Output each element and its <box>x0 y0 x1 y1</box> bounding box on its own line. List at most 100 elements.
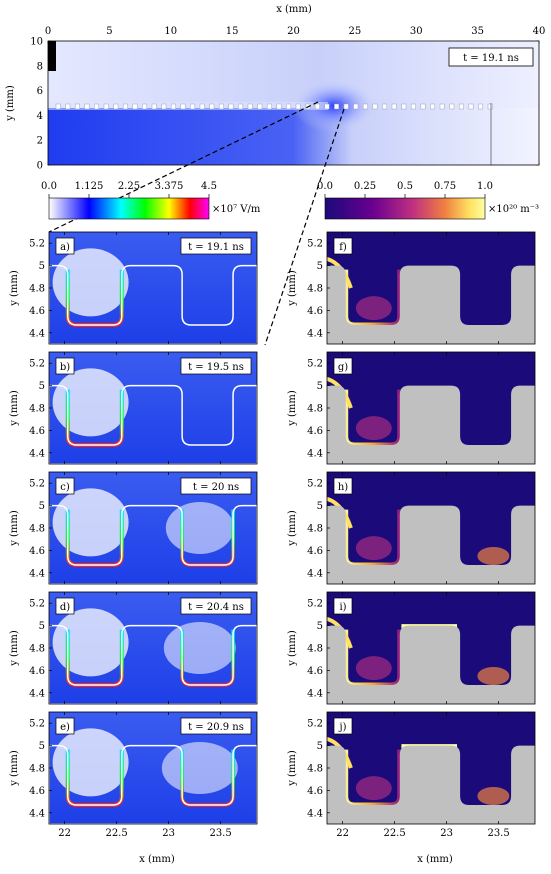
panel-y-tick-label: 5 <box>317 621 323 632</box>
density-panel: 4.4 4.6 4.8 5 5.2 y (mm) f) <box>287 231 536 345</box>
panel-x-tick-label: 23 <box>440 828 453 839</box>
colorbar-tick-label: 0.5 <box>397 181 413 192</box>
overview-groove <box>449 103 455 110</box>
panel-y-tick-label: 5 <box>317 501 323 512</box>
panel-label: b) <box>60 362 70 373</box>
overview-groove <box>410 103 416 110</box>
overview-x-tick-label: 10 <box>164 26 177 37</box>
overview-groove <box>142 103 148 110</box>
panel-y-tick-label: 4.6 <box>29 426 45 437</box>
overview-groove <box>151 103 157 110</box>
overview-y-tick-label: 4 <box>37 111 43 122</box>
colorbar-tick-label: 3.375 <box>155 181 184 192</box>
overview-groove <box>132 103 138 110</box>
panel-y-tick-label: 4.8 <box>29 404 45 415</box>
overview-x-tick-label: 5 <box>106 26 112 37</box>
panel-y-tick-label: 4.4 <box>307 328 323 339</box>
overview-groove <box>218 103 224 110</box>
overview-time-label: t = 19.1 ns <box>463 53 519 64</box>
plasma-cloud <box>477 547 510 565</box>
overview-groove <box>113 103 119 110</box>
panel-y-axis-label: y (mm) <box>287 510 298 547</box>
plasma-cloud <box>355 776 392 801</box>
panel-x-tick-label: 22.5 <box>105 828 127 839</box>
panel-label-box <box>55 597 75 615</box>
panel-label: f) <box>339 242 347 253</box>
panel-label: h) <box>338 482 348 493</box>
panel-y-axis-label: y (mm) <box>9 510 20 547</box>
density-colorbar-unit: ×10²⁰ m⁻³ <box>488 204 539 215</box>
panel-y-tick-label: 5.2 <box>29 359 45 370</box>
panel-y-tick-label: 5.2 <box>307 719 323 730</box>
overview-groove <box>391 103 397 110</box>
panel-y-tick-label: 5.2 <box>307 599 323 610</box>
panel-y-axis-label: y (mm) <box>9 270 20 307</box>
panel-y-tick-label: 5.2 <box>29 239 45 250</box>
panel-y-tick-label: 4.8 <box>307 764 323 775</box>
panel-y-tick-label: 4.4 <box>307 448 323 459</box>
overview-groove <box>74 103 80 110</box>
overview-x-tick-label: 40 <box>533 26 546 37</box>
zoom-panels: 4.44.64.855.2y (mm)a) t = 19.1 ns4.44.64.… <box>9 231 536 839</box>
overview-x-tick-label: 25 <box>349 26 362 37</box>
panel-y-tick-label: 4.8 <box>307 524 323 535</box>
panel-y-tick-label: 4.4 <box>29 688 45 699</box>
overview-groove <box>439 103 445 110</box>
panel-label-box <box>333 717 353 735</box>
overview-groove <box>487 103 493 110</box>
panel-y-tick-label: 4.6 <box>307 426 323 437</box>
panel-time-label: t = 19.5 ns <box>188 362 244 373</box>
panel-x-tick-label: 23.5 <box>487 828 509 839</box>
overview-groove <box>362 103 368 110</box>
density-map <box>327 712 535 824</box>
field-low-region <box>52 728 129 797</box>
field-panel: 4.4 4.6 4.8 5 5.2 22 22.5 23 23.5 y (mm) e) t = 20.… <box>9 711 258 839</box>
panel-y-tick-label: 4.6 <box>307 306 323 317</box>
overview-groove <box>209 103 215 110</box>
overview-groove <box>122 103 128 110</box>
panel-y-tick-label: 4.8 <box>29 284 45 295</box>
field-colorbar-ticks: 0.0 1.125 2.25 3.375 4.5 <box>41 181 217 198</box>
panel-y-tick-label: 4.6 <box>307 786 323 797</box>
density-colorbar-ticks: 0.0 0.25 0.5 0.75 1.0 <box>317 181 493 198</box>
overview-groove <box>343 103 349 110</box>
panel-time-label: t = 20 ns <box>193 482 239 493</box>
panel-y-tick-label: 5 <box>39 621 45 632</box>
overview-groove <box>103 103 109 110</box>
panel-y-tick-label: 5 <box>39 741 45 752</box>
field-low-region <box>52 368 129 437</box>
panel-y-tick-label: 4.6 <box>29 786 45 797</box>
colorbar-tick-label: 1.125 <box>75 181 104 192</box>
overview-groove <box>170 103 176 110</box>
panel-label: c) <box>60 482 70 493</box>
field-panel: 4.4 4.6 4.8 5 5.2 y (mm) d) t = 20.4 ns <box>9 591 258 705</box>
dielectric-surface <box>327 505 535 584</box>
groove-outline <box>49 264 257 344</box>
overview-groove <box>180 103 186 110</box>
colorbar-tick-label: 2.25 <box>118 181 140 192</box>
zoom-guide-right <box>264 108 345 346</box>
panel-y-tick-label: 4.8 <box>29 644 45 655</box>
overview-y-tick-label: 0 <box>37 161 43 172</box>
panel-y-tick-label: 4.4 <box>307 568 323 579</box>
overview-groove <box>228 103 234 110</box>
panel-time-box <box>180 717 252 735</box>
plasma-cloud <box>355 536 392 561</box>
overview-groove <box>84 103 90 110</box>
panel-y-tick-label: 4.6 <box>29 546 45 557</box>
panel-y-tick-label: 4.4 <box>29 808 45 819</box>
overview-groove <box>247 103 253 110</box>
panel-x-tick-label: 22.5 <box>383 828 405 839</box>
panel-label: j) <box>338 722 346 733</box>
panel-label-box <box>55 357 75 375</box>
overview-y-axis-label: y (mm) <box>5 85 16 122</box>
dielectric-surface <box>327 385 535 464</box>
density-panel: 4.4 4.6 4.8 5 5.2 22 22.5 23 23.5 y (mm) j) <box>287 711 536 839</box>
density-colorbar: 0.0 0.25 0.5 0.75 1.0 ×10²⁰ m⁻³ <box>317 181 539 220</box>
panel-label-box <box>333 357 353 375</box>
field-low-region <box>52 248 129 317</box>
panel-y-tick-label: 5.2 <box>29 719 45 730</box>
panel-time-label: t = 20.9 ns <box>188 722 244 733</box>
field-low-region <box>165 502 234 554</box>
